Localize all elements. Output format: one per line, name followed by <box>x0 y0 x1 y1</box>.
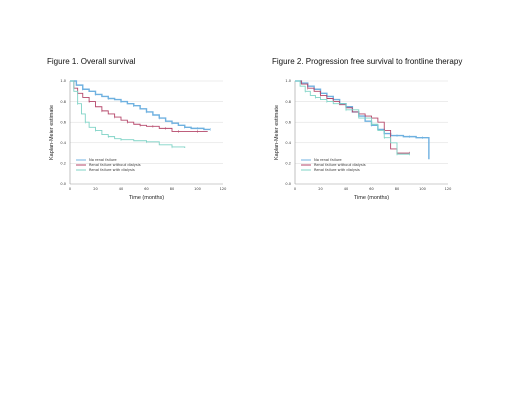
y-tick-label: 0.2 <box>285 162 291 166</box>
x-tick-label: 100 <box>419 187 426 191</box>
x-tick-label: 60 <box>144 187 148 191</box>
x-tick-label: 60 <box>369 187 373 191</box>
x-tick-label: 0 <box>294 187 296 191</box>
legend-entry: No renal failure <box>314 158 342 162</box>
y-axis-label: Kaplan-Meier estimate <box>49 105 55 160</box>
series-line-3 <box>70 80 186 148</box>
x-tick-label: 80 <box>170 187 174 191</box>
series-line-1 <box>70 80 211 131</box>
series-line-1 <box>295 80 430 160</box>
x-tick-label: 80 <box>395 187 399 191</box>
x-tick-label: 20 <box>318 187 322 191</box>
series-line-2 <box>295 80 410 154</box>
legend-entry: Renal failure without dialysis <box>314 163 366 167</box>
y-tick-label: 0.0 <box>60 182 66 186</box>
x-tick-label: 20 <box>93 187 97 191</box>
y-tick-label: 1.0 <box>60 79 66 83</box>
y-tick-label: 0.2 <box>60 162 66 166</box>
progression-free-survival-chart: 0.0 0.2 0.4 0.6 0.8 1.0 0 20 40 60 80 100 120 Time (m… <box>274 79 452 201</box>
y-tick-label: 0.8 <box>60 100 66 104</box>
y-tick-label: 0.0 <box>285 182 291 186</box>
legend-entry: Renal failure with dialysis <box>314 168 360 172</box>
y-tick-label: 0.6 <box>60 120 66 124</box>
x-tick-label: 120 <box>220 187 227 191</box>
y-tick-label: 0.4 <box>60 141 66 145</box>
y-tick-label: 0.8 <box>285 100 291 104</box>
overall-survival-chart: 0.0 0.2 0.4 0.6 0.8 1.0 0 20 40 60 80 100 120 Time (m… <box>49 79 227 201</box>
x-axis-label: Time (months) <box>354 195 389 201</box>
legend-entry: Renal failure with dialysis <box>89 168 135 172</box>
y-tick-label: 1.0 <box>285 79 291 83</box>
x-tick-label: 40 <box>119 187 123 191</box>
x-axis-label: Time (months) <box>129 195 164 201</box>
x-tick-label: 120 <box>445 187 452 191</box>
legend-entry: No renal failure <box>89 158 117 162</box>
figure-1-title: Figure 1. Overall survival <box>47 57 136 66</box>
legend-entry: Renal failure without dialysis <box>89 163 141 167</box>
y-tick-label: 0.4 <box>285 141 291 145</box>
x-tick-label: 40 <box>344 187 348 191</box>
x-tick-label: 100 <box>194 187 201 191</box>
series-line-3 <box>295 80 410 155</box>
y-axis-label: Kaplan-Meier estimate <box>274 105 280 160</box>
x-tick-label: 0 <box>69 187 71 191</box>
y-tick-label: 0.6 <box>285 120 291 124</box>
figure-2-title: Figure 2. Progression free survival to f… <box>272 57 463 66</box>
